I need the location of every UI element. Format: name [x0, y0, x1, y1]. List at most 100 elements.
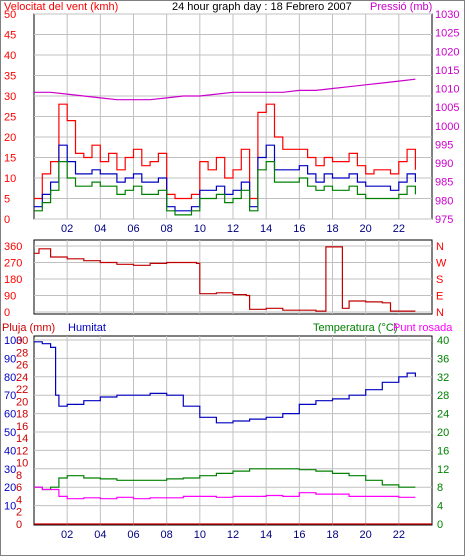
temp-tick-label: 32 [437, 372, 449, 384]
temperature-label: Temperatura (°C) [313, 322, 397, 334]
y2-tick-label: 1015 [435, 65, 459, 77]
rain-tick-label: 0 [16, 519, 22, 531]
temp-tick-label: 16 [437, 445, 449, 457]
wind_avg-line [34, 161, 416, 216]
rain-tick-label: 2 [16, 507, 22, 519]
humidity-tick-label: 20 [4, 482, 16, 494]
y-tick-label: 50 [4, 9, 16, 21]
y-tick-label: 35 [4, 71, 16, 83]
x-tick-label: 22 [393, 223, 405, 235]
humidity-tick-label: 60 [4, 409, 16, 421]
pressure-title: Pressió (mb) [370, 1, 432, 13]
y-tick-label: 0 [4, 214, 10, 226]
y2-tick-label: 980 [435, 195, 453, 207]
x-tick-label: 20 [360, 529, 372, 541]
compass-label: S [436, 274, 443, 286]
rain-tick-label: 30 [16, 335, 28, 347]
pressure-line [34, 78, 416, 101]
humidity-tick-label: 30 [4, 464, 16, 476]
rain-tick-label: 22 [16, 384, 28, 396]
humidity-tick-label: 40 [4, 445, 16, 457]
y-tick-label: 25 [4, 112, 16, 124]
x-tick-label: 08 [161, 223, 173, 235]
y2-tick-label: 975 [435, 214, 453, 226]
x-tick-label: 06 [127, 529, 139, 541]
x-tick-label: 06 [127, 223, 139, 235]
y-tick-label: 360 [4, 241, 22, 253]
rain-tick-label: 6 [16, 482, 22, 494]
rain-tick-label: 26 [16, 360, 28, 372]
y-tick-label: 5 [4, 194, 10, 206]
y2-tick-label: 1000 [435, 121, 459, 133]
temperature-line [34, 468, 416, 491]
y-tick-label: 0 [4, 307, 10, 319]
rain-tick-label: 18 [16, 409, 28, 421]
x-tick-label: 12 [227, 223, 239, 235]
temp-tick-label: 36 [437, 353, 449, 365]
rain-tick-label: 10 [16, 458, 28, 470]
x-tick-label: 10 [194, 529, 206, 541]
x-tick-label: 10 [194, 223, 206, 235]
compass-label: E [436, 291, 443, 303]
rain-tick-label: 4 [16, 494, 22, 506]
temp-tick-label: 8 [437, 482, 443, 494]
y2-tick-label: 995 [435, 139, 453, 151]
wind_gust-line [34, 103, 416, 200]
rain-tick-label: 16 [16, 421, 28, 433]
compass-label: N [436, 307, 444, 319]
wind-speed-title: Velocitat del vent (kmh) [4, 1, 118, 13]
rain-label: Pluja (mm) [2, 322, 55, 334]
y-tick-label: 15 [4, 153, 16, 165]
rain-tick-label: 14 [16, 433, 28, 445]
temp-tick-label: 28 [437, 390, 449, 402]
x-tick-label: 20 [360, 223, 372, 235]
x-tick-label: 22 [393, 529, 405, 541]
direction-line [34, 246, 416, 312]
humidity-tick-label: 80 [4, 372, 16, 384]
x-tick-label: 02 [61, 223, 73, 235]
humidity-label: Humitat [68, 322, 106, 334]
x-tick-label: 18 [326, 529, 338, 541]
x-tick-label: 14 [260, 529, 272, 541]
temp-tick-label: 20 [437, 427, 449, 439]
rain-tick-label: 12 [16, 445, 28, 457]
wind-direction-chart: 0 N 90 E 180 S 270 W 360 N [4, 240, 447, 319]
temp-tick-label: 24 [437, 409, 449, 421]
temp-tick-label: 4 [437, 501, 443, 513]
rain-tick-label: 24 [16, 372, 28, 384]
y-tick-label: 40 [4, 50, 16, 62]
x-tick-label: 08 [161, 529, 173, 541]
y-tick-label: 20 [4, 132, 16, 144]
compass-label: W [436, 258, 447, 270]
humidity-tick-label: 70 [4, 390, 16, 402]
rain-tick-label: 28 [16, 347, 28, 359]
wind-pressure-chart: 0510152025303540455097598098599099510001… [4, 9, 459, 235]
y2-tick-label: 1020 [435, 46, 459, 58]
x-tick-label: 16 [293, 223, 305, 235]
y-tick-label: 45 [4, 30, 16, 42]
y-tick-label: 270 [4, 258, 22, 270]
y2-tick-label: 985 [435, 177, 453, 189]
x-tick-label: 04 [94, 529, 106, 541]
x-tick-label: 16 [293, 529, 305, 541]
y2-tick-label: 1010 [435, 84, 459, 96]
x-tick-label: 04 [94, 223, 106, 235]
y2-tick-label: 1030 [435, 9, 459, 21]
humidity-tick-label: 10 [4, 501, 16, 513]
humidity-tick-label: 100 [4, 335, 22, 347]
x-tick-label: 12 [227, 529, 239, 541]
dewpoint-label: Punt rosada [393, 322, 453, 334]
y-tick-label: 10 [4, 173, 16, 185]
humidity-tick-label: 50 [4, 427, 16, 439]
humidity-tick-label: 90 [4, 353, 16, 365]
compass-label: N [436, 241, 444, 253]
y2-tick-label: 990 [435, 158, 453, 170]
temp-tick-label: 0 [437, 519, 443, 531]
x-tick-label: 18 [326, 223, 338, 235]
x-tick-label: 14 [260, 223, 272, 235]
temp-tick-label: 40 [437, 335, 449, 347]
y-tick-label: 30 [4, 91, 16, 103]
y2-tick-label: 1025 [435, 28, 459, 40]
